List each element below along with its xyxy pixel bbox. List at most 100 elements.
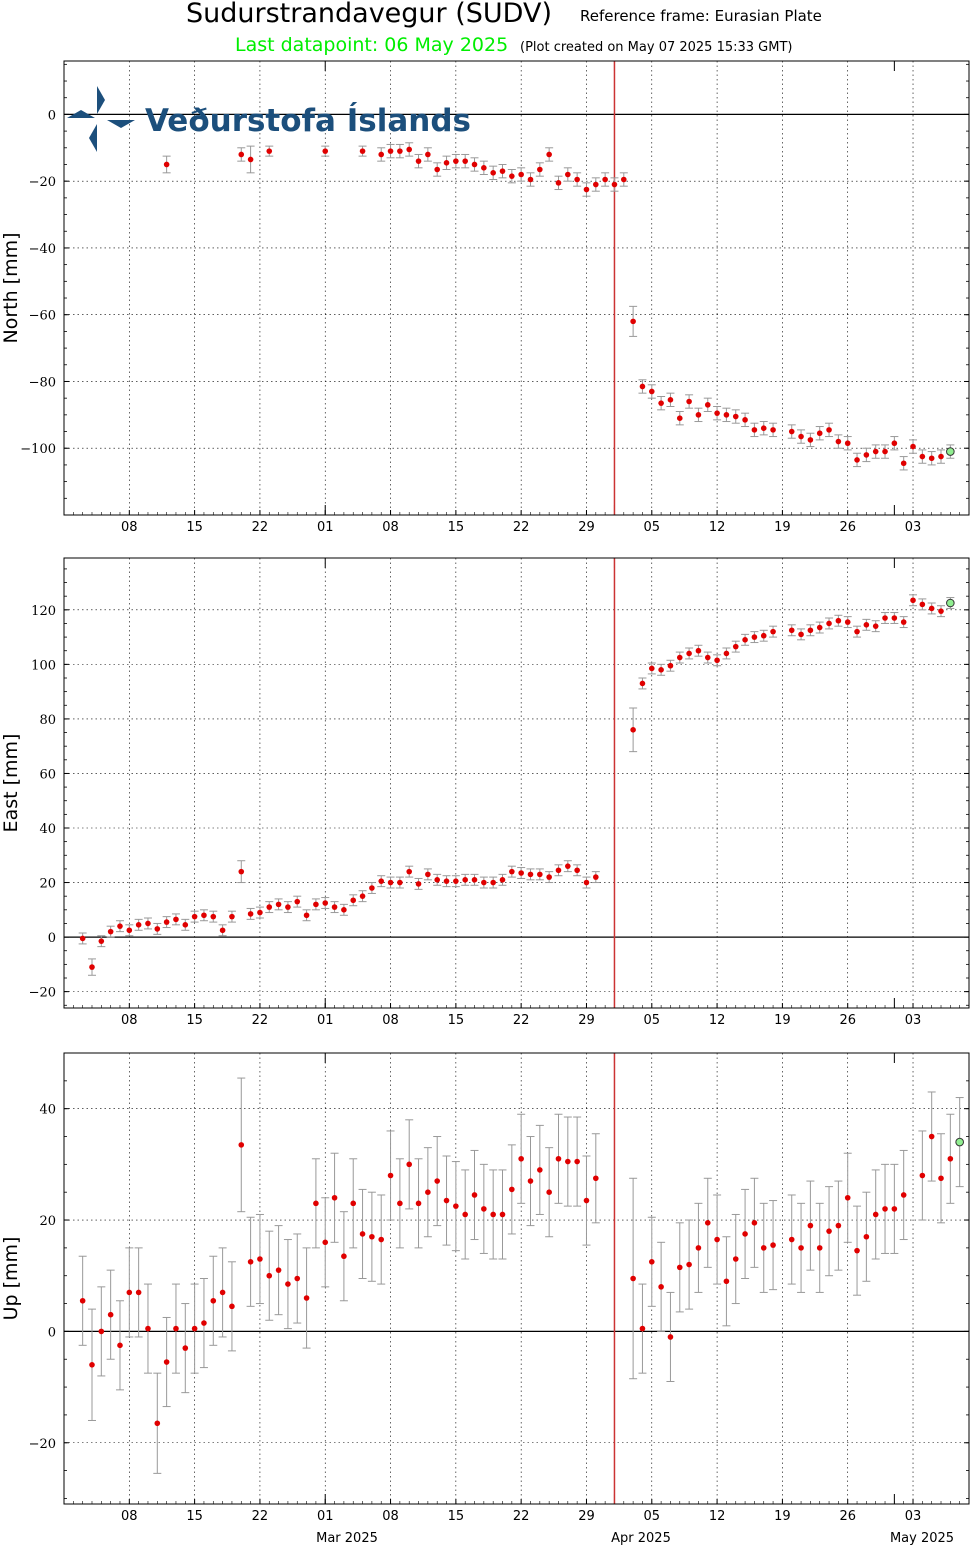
data-point [247,911,254,917]
data-point [499,1211,506,1218]
last-datapoint-label: Last datapoint: 06 May 2025 [235,34,509,56]
data-point [266,904,273,910]
data-point [173,1325,179,1332]
data-point [583,186,590,193]
data-point [499,877,506,883]
y-tick-label: 120 [31,604,56,619]
data-point [163,919,170,925]
data-point [639,680,646,687]
data-point [462,158,468,164]
y-tick-label: −80 [29,375,56,390]
data-point [527,1178,534,1184]
data-point [676,654,683,661]
data-point [714,410,720,416]
data-point [565,171,571,178]
data-point [686,398,692,405]
data-point [527,176,534,183]
x-tick-label: 01 [317,520,334,535]
data-point [490,879,496,886]
y-tick-label: 40 [39,1103,56,1118]
chart-title: Sudurstrandavegur (SUDV) [186,0,552,29]
data-point [919,1172,926,1179]
x-tick-label: 03 [905,520,922,535]
y-tick-label: −100 [20,442,56,457]
data-point [751,427,758,433]
plot-frame [63,60,970,516]
plot-frame [63,1052,970,1505]
data-point [163,161,170,168]
data-point [835,438,842,445]
data-point [219,1289,226,1296]
data-point [238,1142,245,1148]
data-point [527,871,534,878]
data-point [387,1172,394,1179]
data-point [135,1289,142,1296]
data-point [658,667,664,673]
data-point [723,650,730,657]
data-point [751,634,758,640]
data-point [135,922,142,928]
data-point [844,440,851,447]
x-tick-label: 01 [317,1013,334,1028]
data-point [919,453,926,460]
data-point [714,1236,720,1243]
x-tick-label: 08 [121,520,138,535]
data-point [191,1325,198,1332]
data-point [518,870,524,876]
x-tick-label: 05 [644,1509,661,1524]
data-point [732,413,739,420]
data-point [928,455,935,462]
data-point [238,151,245,158]
data-point [798,631,804,638]
data-point [173,916,179,923]
data-point [891,440,898,447]
data-point [555,1155,562,1162]
data-point [938,608,944,614]
data-point [676,1264,683,1271]
data-point [910,597,916,604]
data-point [639,383,646,390]
data-point [900,619,907,625]
data-point [481,879,487,886]
data-point [266,1272,273,1279]
data-point [835,1222,842,1229]
data-point [201,912,207,919]
data-point [509,173,515,179]
data-point [910,443,916,450]
data-point [359,893,366,899]
data-point [863,1233,870,1240]
data-point [602,176,608,183]
data-point [471,1192,478,1198]
data-point [546,1189,552,1195]
plot-created-label: (Plot created on May 07 2025 15:33 GMT) [520,40,793,55]
data-point [667,397,674,403]
data-point [704,654,711,661]
data-point [331,904,338,910]
data-point [854,628,860,635]
data-point [807,627,814,634]
data-point [686,650,692,657]
data-point [770,427,776,433]
data-point [938,1175,944,1182]
x-tick-label: 22 [252,1013,269,1028]
data-point [415,1200,422,1207]
data-point [163,1359,170,1365]
y-tick-label: −60 [29,309,56,324]
data-point [900,1192,907,1198]
data-point [593,1175,599,1182]
data-point [247,1258,254,1265]
y-tick-label: 20 [39,1214,56,1229]
data-point [322,1239,329,1246]
data-point [583,879,590,886]
data-point [844,619,851,625]
data-point [434,877,440,883]
data-point [490,1211,496,1218]
data-point [378,878,385,884]
x-tick-label: 29 [578,1013,595,1028]
data-point [191,913,198,920]
data-point [872,623,879,629]
data-point [537,871,543,878]
month-label: Apr 2025 [611,1531,671,1546]
panel-up: 08 15 22 01 08 15 22 29 05 12 19 26 03 Mar 2025 Apr 20… [0,1052,970,1546]
